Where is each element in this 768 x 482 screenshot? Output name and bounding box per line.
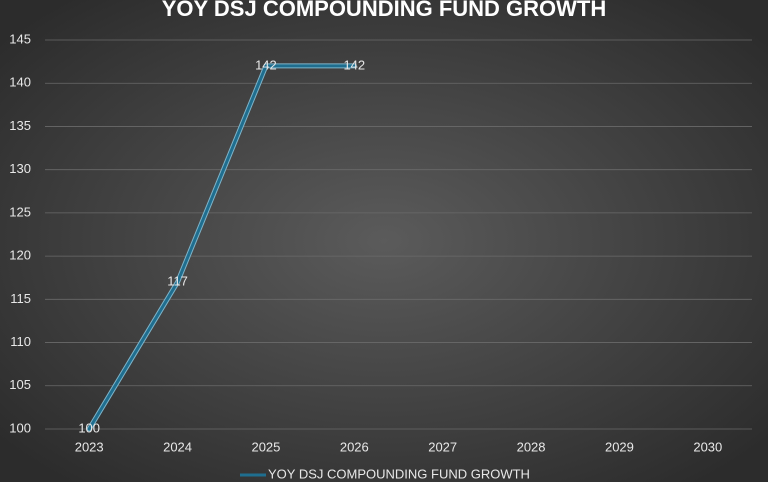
x-tick-label: 2027: [428, 439, 457, 454]
legend-label: YOY DSJ COMPOUNDING FUND GROWTH: [268, 466, 530, 481]
y-tick-label: 135: [9, 118, 31, 133]
data-label: 142: [343, 57, 365, 72]
y-tick-label: 115: [10, 291, 31, 306]
data-label: 100: [78, 420, 100, 435]
y-tick-label: 100: [9, 420, 31, 435]
y-tick-label: 105: [9, 377, 31, 392]
y-tick-label: 120: [9, 248, 31, 263]
data-label: 142: [255, 57, 277, 72]
x-tick-label: 2024: [163, 439, 192, 454]
x-tick-label: 2026: [340, 439, 369, 454]
chart-title: YOY DSJ COMPOUNDING FUND GROWTH: [162, 0, 607, 21]
x-tick-label: 2023: [75, 439, 104, 454]
x-tick-label: 2025: [251, 439, 280, 454]
x-tick-label: 2030: [693, 439, 722, 454]
line: [87, 64, 356, 431]
y-tick-label: 140: [9, 75, 31, 90]
y-tick-label: 125: [9, 204, 31, 219]
data-label: 117: [167, 273, 188, 288]
y-tick-label: 130: [9, 161, 31, 176]
x-tick-label: 2028: [517, 439, 546, 454]
x-tick-label: 2029: [605, 439, 634, 454]
y-tick-label: 145: [9, 31, 31, 46]
y-tick-label: 110: [10, 334, 31, 349]
